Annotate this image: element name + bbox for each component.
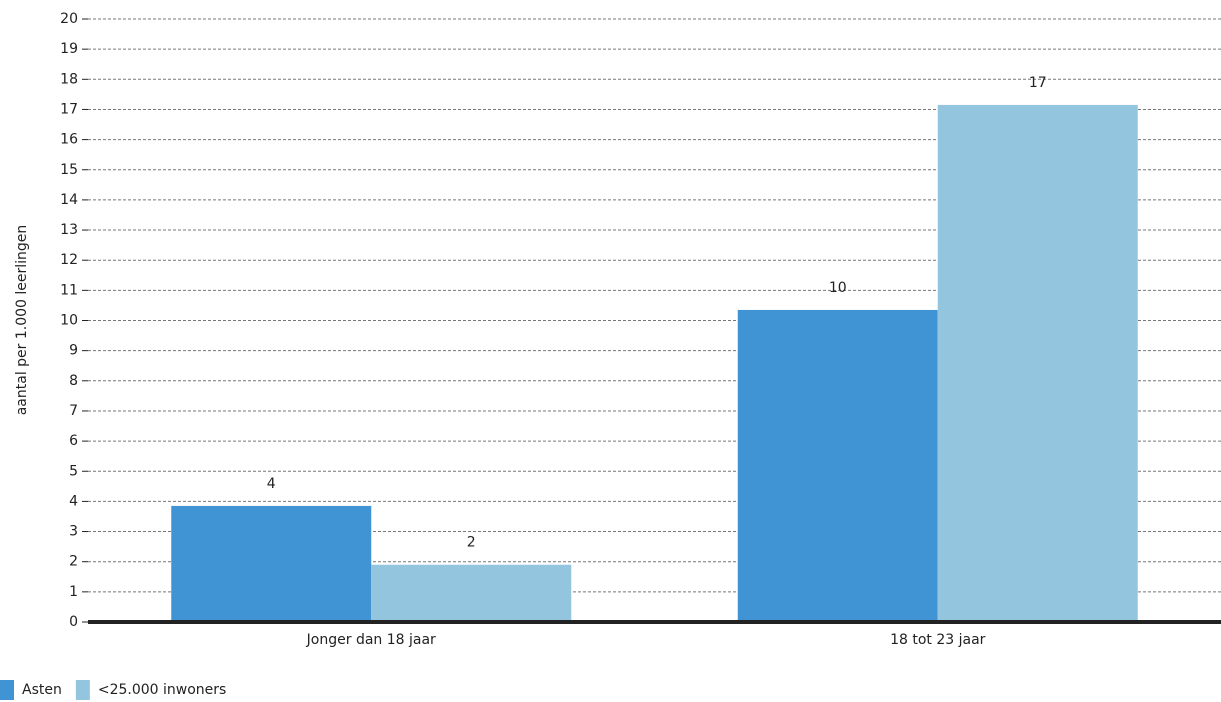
y-tick-label: 16 [60, 132, 78, 148]
y-tick-label: 1 [69, 584, 78, 600]
bar [937, 104, 1138, 623]
y-tick-label: 14 [60, 192, 78, 208]
y-tick-label: 11 [60, 282, 78, 298]
legend-label: Asten [22, 682, 62, 698]
bar [371, 564, 572, 622]
data-label: 17 [1029, 75, 1047, 91]
y-tick-label: 10 [60, 313, 78, 329]
x-tick-label: Jonger dan 18 jaar [306, 632, 436, 648]
y-tick-label: 20 [60, 11, 78, 27]
legend-swatch [75, 680, 90, 700]
legend-swatch [0, 680, 14, 700]
bar [737, 309, 938, 622]
data-label: 2 [467, 535, 476, 551]
bar [171, 505, 372, 622]
y-tick-label: 13 [60, 222, 78, 238]
y-tick-label: 15 [60, 162, 78, 178]
y-tick-label: 3 [69, 524, 78, 540]
y-tick-label: 9 [69, 343, 78, 359]
y-tick-label: 4 [69, 493, 78, 509]
y-tick-label: 2 [69, 554, 78, 570]
y-tick-label: 8 [69, 373, 78, 389]
y-tick-label: 6 [69, 433, 78, 449]
data-label: 4 [267, 476, 276, 492]
y-tick-label: 7 [69, 403, 78, 419]
y-tick-label: 19 [60, 41, 78, 57]
y-tick-label: 5 [69, 463, 78, 479]
y-tick-label: 17 [60, 101, 78, 117]
y-tick-label: 18 [60, 71, 78, 87]
y-tick-label: 0 [69, 614, 78, 630]
data-label: 10 [829, 280, 847, 296]
legend-label: <25.000 inwoners [98, 682, 226, 698]
y-tick-label: 12 [60, 252, 78, 268]
y-axis-label: aantal per 1.000 leerlingen [14, 225, 30, 416]
x-tick-label: 18 tot 23 jaar [890, 632, 986, 648]
